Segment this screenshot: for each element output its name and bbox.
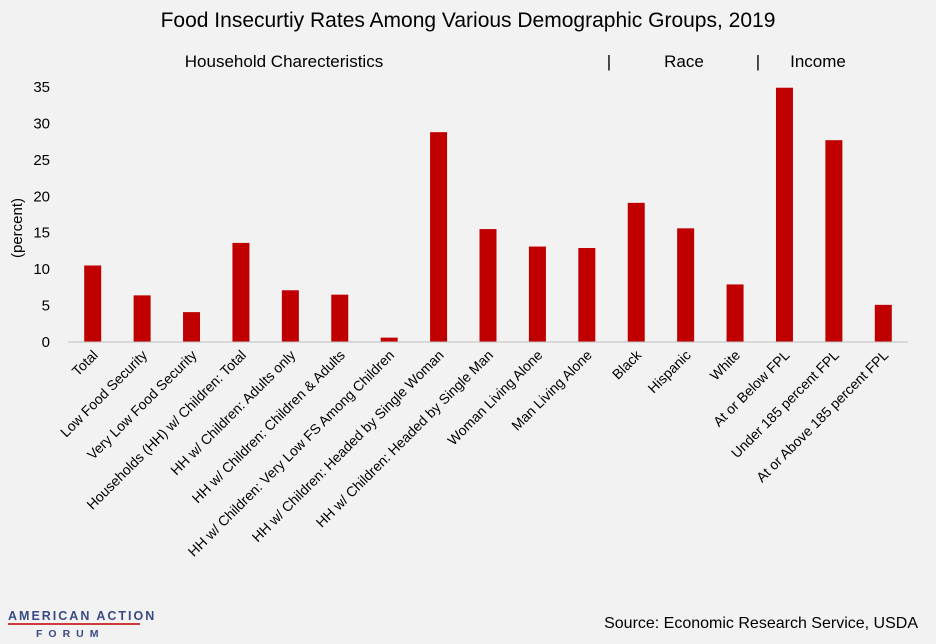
x-category-label: Woman Living Alone (444, 347, 546, 449)
bar (775, 87, 793, 342)
bar (133, 295, 151, 342)
bar (627, 202, 645, 342)
x-category-label: Total (69, 347, 101, 379)
bar (84, 265, 102, 342)
bar (825, 140, 843, 342)
y-tick-label: 30 (33, 115, 50, 132)
group-separator-2: | (756, 52, 760, 71)
x-category-label: Black (609, 346, 645, 382)
logo-text-top: AMERICAN ACTION (8, 609, 156, 623)
chart-title: Food Insecurtiy Rates Among Various Demo… (161, 9, 776, 32)
bars (84, 87, 892, 342)
bar (479, 229, 497, 342)
y-tick-label: 25 (33, 152, 50, 169)
american-action-forum-logo: AMERICAN ACTION FORUM (8, 609, 156, 640)
bar (430, 132, 448, 342)
x-category-label: White (707, 347, 744, 384)
bar (726, 284, 744, 342)
bar (232, 242, 250, 342)
x-category-label: Low Food Security (57, 347, 150, 440)
logo-text-bottom: FORUM (36, 628, 105, 640)
y-tick-label: 10 (33, 261, 50, 278)
group-label-income: Income (790, 52, 846, 71)
bar (578, 248, 596, 342)
bar (331, 294, 349, 342)
y-axis-label: (percent) (9, 198, 26, 258)
y-tick-label: 0 (42, 334, 50, 351)
group-separator-1: | (607, 52, 611, 71)
bar (874, 304, 892, 342)
bar (528, 246, 546, 342)
bar (677, 228, 695, 342)
bar (281, 290, 299, 342)
x-category-label: Hispanic (644, 347, 693, 396)
bar (183, 312, 201, 342)
y-tick-label: 35 (33, 79, 50, 96)
y-tick-label: 20 (33, 188, 50, 205)
source-note: Source: Economic Research Service, USDA (604, 615, 918, 632)
group-label-household: Household Charecteristics (185, 52, 383, 71)
y-tick-label: 15 (33, 225, 50, 242)
y-axis-ticks: 0 5 10 15 20 25 30 35 (33, 79, 50, 351)
x-category-label: HH w/ Children: Headed by Single Man (313, 347, 497, 531)
y-tick-label: 5 (42, 298, 50, 315)
bar (380, 337, 398, 342)
group-label-race: Race (664, 52, 704, 71)
